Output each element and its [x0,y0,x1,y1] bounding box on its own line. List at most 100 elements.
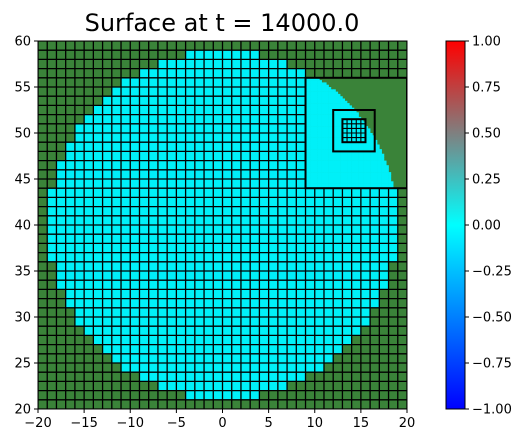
water-cell [305,215,315,225]
water-cell [314,225,324,235]
water-cell-fine [319,139,322,143]
water-cell-fine [319,105,322,108]
water-cell-fine [319,110,322,113]
water-cell [139,77,149,87]
water-cell [277,68,288,78]
water-cell-fine [365,137,369,141]
water-cell-fine [342,121,346,125]
water-cell-fine [367,156,371,159]
water-cell [222,335,232,345]
water-cell [148,326,158,336]
water-cell [139,326,149,336]
water-cell-fine [330,146,334,150]
water-cell-fine [314,130,318,134]
water-cell [204,372,214,382]
water-cell [157,298,168,308]
water-cell [213,105,223,115]
water-cell [148,317,158,327]
water-cell [204,234,214,244]
water-cell-fine [310,185,313,189]
water-cell-fine [328,98,332,102]
water-cell-fine [328,165,332,168]
water-cell-fine [340,128,343,131]
water-cell-fine [333,110,336,113]
water-cell [213,353,223,363]
water-cell [176,68,186,78]
water-cell-fine [367,158,371,161]
water-cell-fine [330,162,334,166]
water-cell [185,298,195,308]
water-cell [268,234,278,244]
water-cell [360,307,371,317]
water-cell [65,142,75,152]
water-cell-fine [307,169,311,173]
water-cell [130,179,140,189]
water-cell-fine [383,162,387,166]
water-cell [148,151,158,161]
water-cell [277,142,288,152]
water-cell-fine [344,103,348,106]
water-cell [287,160,297,170]
water-cell-fine [356,114,359,118]
water-cell-fine [328,160,332,164]
water-cell-fine [307,100,311,104]
water-cell-fine [337,93,341,97]
water-cell-fine [323,123,327,127]
water-cell [314,280,324,290]
water-cell-fine [377,176,380,180]
water-cell [93,289,103,299]
water-cell [287,87,297,97]
water-cell [287,280,297,290]
water-cell-fine [310,91,313,95]
water-cell [93,234,103,244]
water-cell [167,243,177,253]
water-cell-fine [312,169,316,173]
water-cell-fine [326,103,329,106]
water-cell-fine [317,174,320,177]
water-cell-fine [317,139,320,143]
water-cell [102,179,112,189]
water-cell [231,243,241,253]
water-cell [167,160,177,170]
water-cell-fine [333,91,336,95]
water-cell-fine [317,82,320,85]
water-cell-fine [307,121,311,125]
water-cell-fine [323,87,327,90]
water-cell-fine [353,151,357,154]
water-cell-fine [319,153,322,157]
water-cell-fine [321,89,325,92]
water-cell [204,243,214,253]
water-cell-fine [328,114,332,118]
water-cell [323,344,334,354]
water-cell-fine [386,183,389,187]
water-cell-fine [342,160,346,164]
water-cell [323,252,334,262]
water-cell [176,59,186,69]
water-cell-fine [321,116,325,120]
water-cell [130,252,140,262]
water-cell-fine [340,176,343,180]
water-cell [74,215,85,225]
water-cell [342,307,352,317]
water-cell [121,298,131,308]
water-cell [176,243,186,253]
water-cell-fine [317,80,320,83]
water-cell [157,59,168,69]
water-cell-fine [358,169,362,173]
water-cell-fine [314,181,318,184]
plot-area [37,40,408,410]
water-cell-fine [367,172,371,175]
water-cell-fine [328,146,332,150]
water-cell-fine [337,110,341,113]
water-cell-fine [358,144,362,148]
water-cell-fine [330,126,334,129]
water-cell-fine [326,158,329,161]
water-cell [231,188,241,198]
water-cell-fine [312,160,316,164]
water-cell-fine [321,98,325,102]
water-cell-fine [323,169,327,173]
water-cell-fine [326,137,329,141]
water-cell-fine [323,135,327,138]
water-cell [213,225,223,235]
water-cell [157,169,168,179]
